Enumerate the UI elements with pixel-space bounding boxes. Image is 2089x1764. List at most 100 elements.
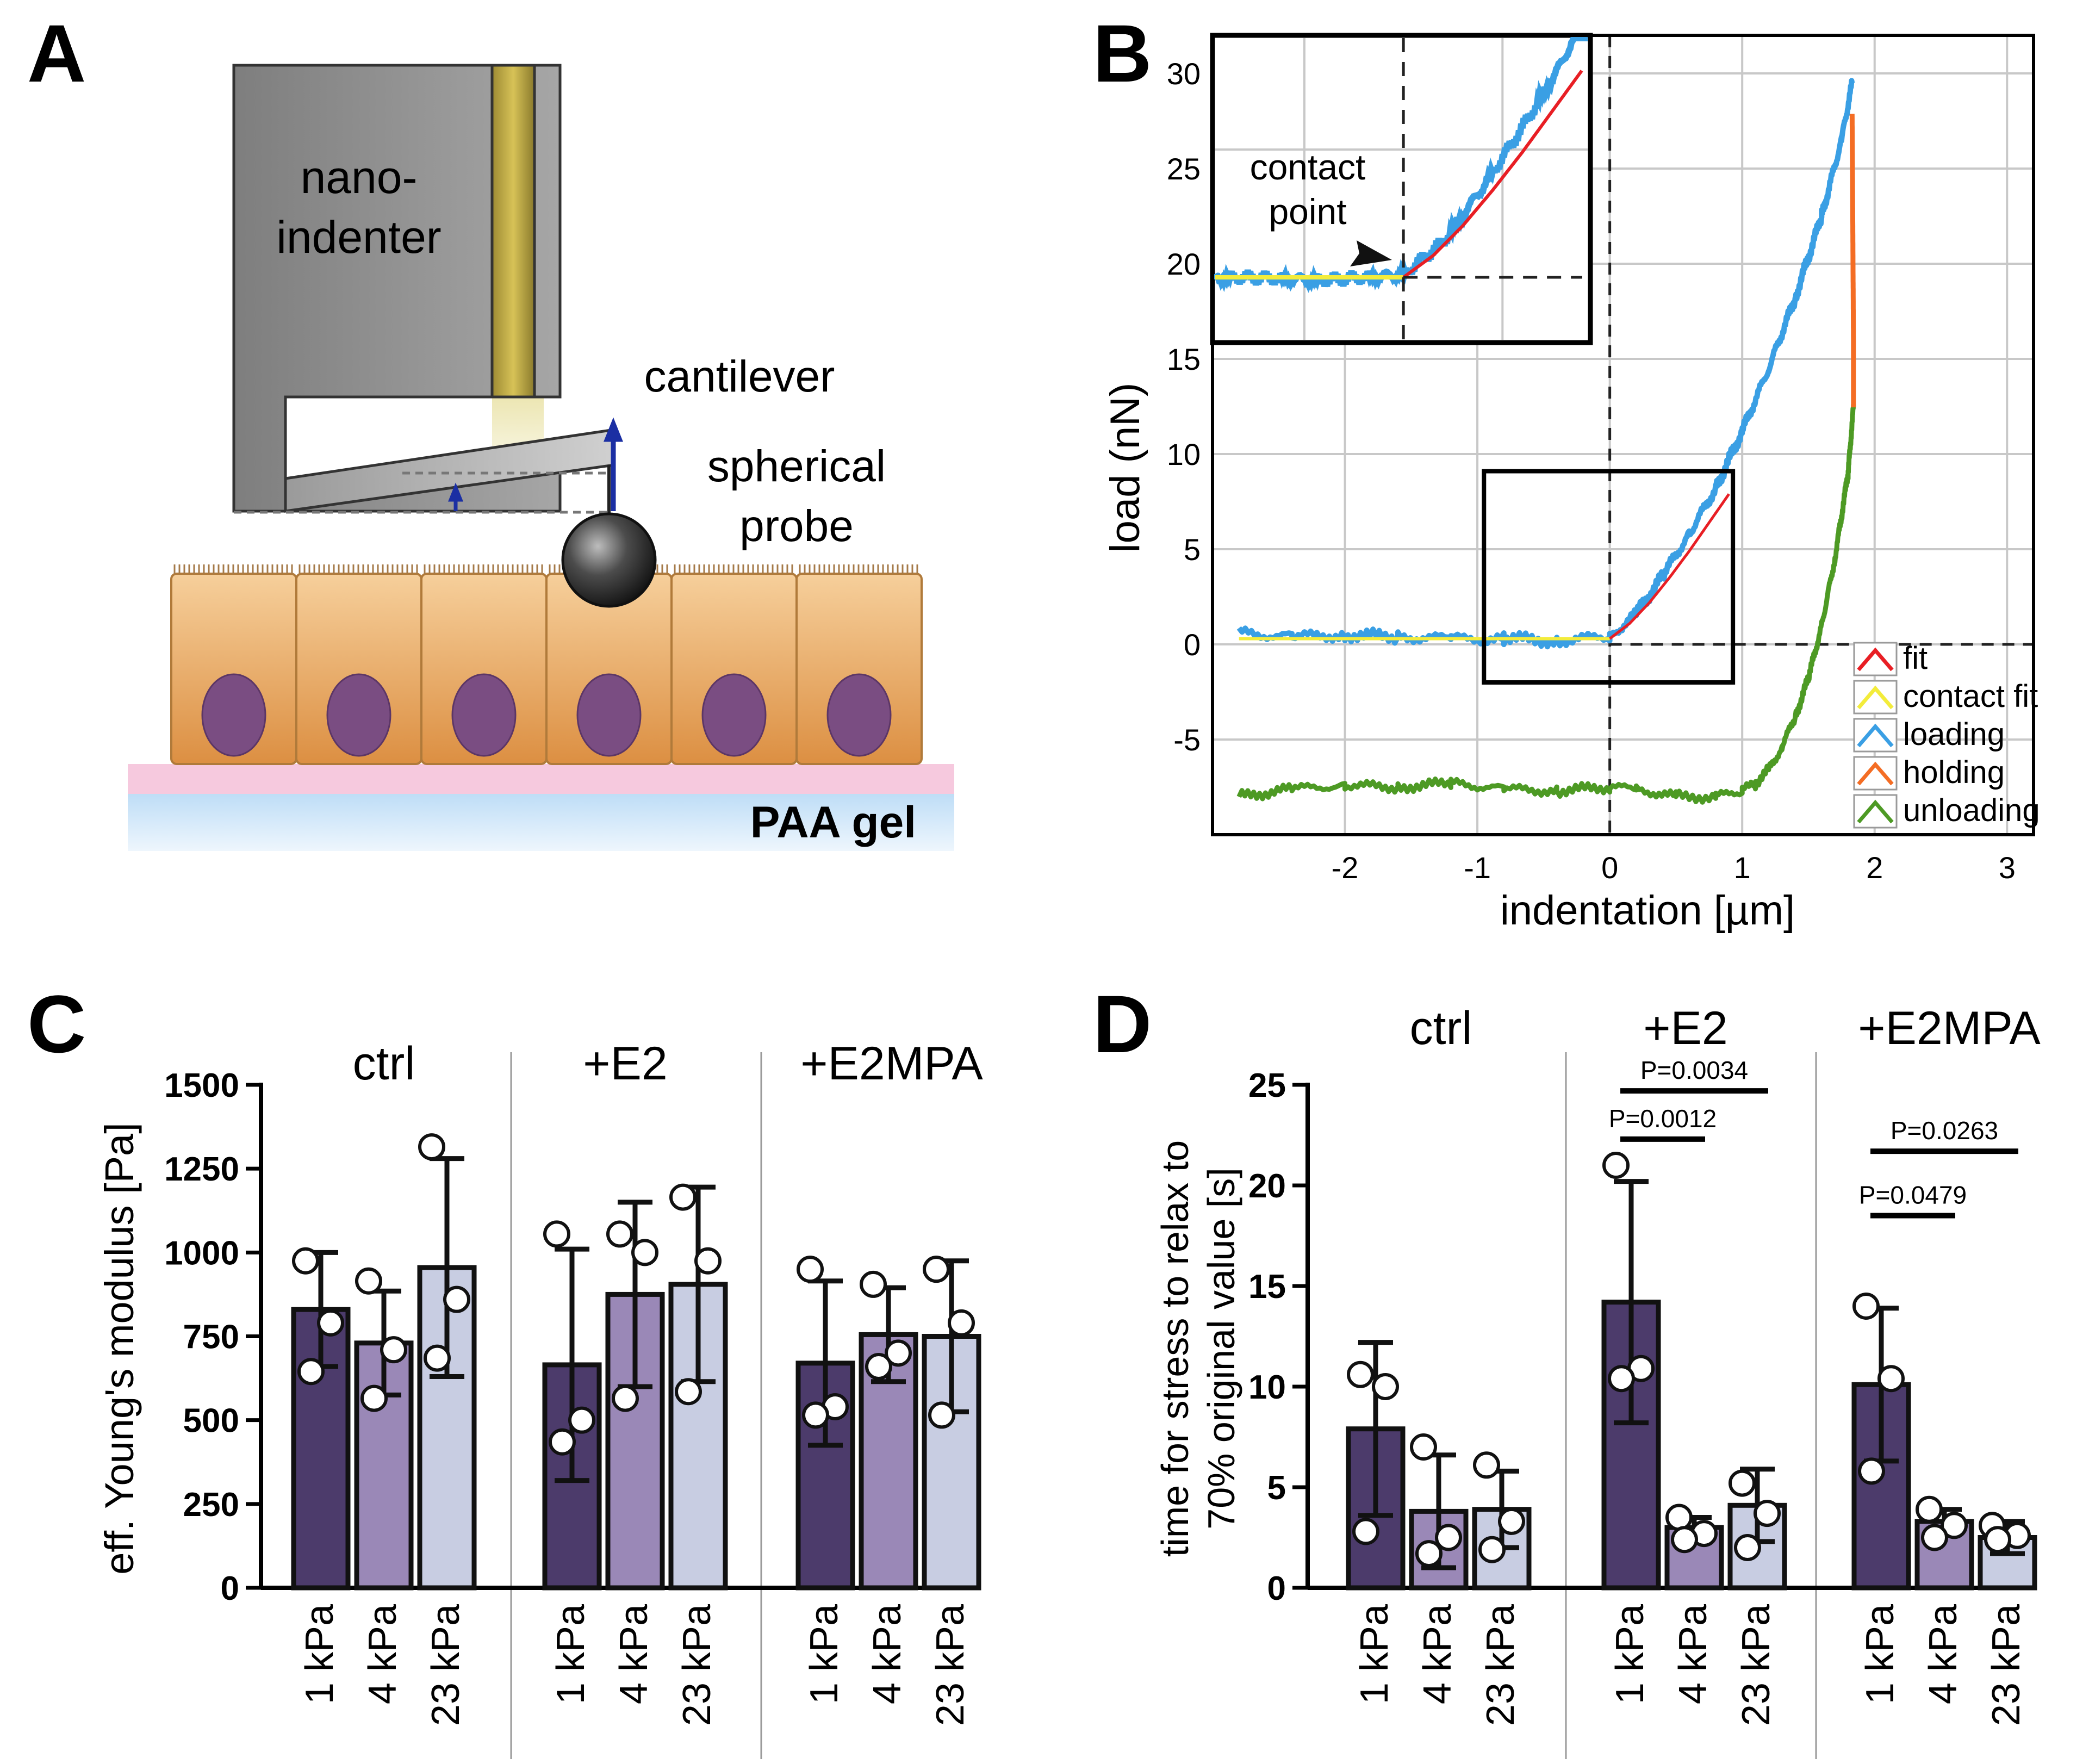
gel-layer [128, 791, 954, 851]
series-holding [1849, 114, 1856, 408]
data-point [297, 1358, 325, 1386]
legend-label: unloading [1903, 793, 2040, 828]
data-point [1410, 1433, 1437, 1461]
y-tick-label: 5 [1267, 1469, 1286, 1507]
legend-label: fit [1903, 641, 1928, 676]
data-point [885, 1339, 912, 1367]
d-y-axis-label-2: 70% original value [s] [1200, 1167, 1242, 1529]
data-point [948, 1309, 975, 1337]
y-tick-label: 30 [1167, 57, 1201, 91]
y-tick-label: 0 [1184, 628, 1201, 662]
group-title: ctrl [1410, 1002, 1472, 1054]
data-point [317, 1309, 344, 1337]
ecm-layer [128, 764, 954, 794]
category-label: 1 kPa [803, 1604, 846, 1704]
category-label: 1 kPa [549, 1604, 593, 1704]
legend-marker [1857, 685, 1894, 710]
data-point [1754, 1500, 1781, 1527]
category-label: 1 kPa [1858, 1604, 1902, 1704]
inset-frame [1210, 33, 1593, 345]
category-label: 4 kPa [361, 1604, 405, 1704]
data-point [928, 1401, 955, 1429]
data-point [860, 1270, 887, 1298]
category-label: 23 kPa [1479, 1604, 1522, 1726]
x-tick-label: 3 [1999, 850, 2016, 885]
significance-label: P=0.0479 [1859, 1181, 1967, 1209]
data-point [1602, 1152, 1630, 1179]
probe-label-1: spherical [707, 442, 886, 491]
series-unloading [1236, 404, 1856, 805]
category-label: 23 kPa [675, 1604, 719, 1726]
legend-marker [1857, 723, 1894, 748]
cell-nucleus [451, 673, 517, 757]
d-y-axis-label-1: time for stress to relax to [1154, 1140, 1196, 1557]
data-point [1415, 1540, 1443, 1568]
cantilever-label: cantilever [644, 352, 835, 401]
microvilli [173, 564, 293, 574]
data-point [1478, 1536, 1506, 1563]
data-point [360, 1384, 388, 1412]
inset-content [1212, 35, 1588, 340]
significance-label: P=0.0034 [1640, 1056, 1748, 1084]
x-axis-label: indentation [µm] [1500, 887, 1795, 934]
data-point [1473, 1451, 1500, 1479]
legend-marker [1857, 647, 1894, 672]
category-label: 23 kPa [929, 1604, 972, 1726]
group-title: +E2MPA [1858, 1002, 2041, 1054]
c-y-axis-label: eff. Young's modulus [Pa] [97, 1122, 142, 1575]
y-tick-label: 15 [1248, 1268, 1286, 1306]
legend-swatch [1853, 642, 1898, 676]
inset-loading [1212, 35, 1588, 293]
y-tick-label: 20 [1248, 1167, 1286, 1205]
reference-lines [1608, 35, 2034, 835]
data-point [549, 1428, 576, 1456]
data-point [1734, 1534, 1761, 1561]
schematic-panel: PAA gel nano- indenter cantilever spheri… [128, 64, 954, 851]
plot-frame [1211, 34, 2035, 836]
legend-swatch [1853, 756, 1898, 791]
data-point [1984, 1526, 2011, 1554]
nanoindenter-label-1: nano- [301, 152, 418, 203]
legend-marker [1857, 761, 1894, 786]
cell-nucleus [701, 673, 767, 757]
data-point [443, 1285, 470, 1313]
x-tick-label: 0 [1601, 850, 1618, 885]
data-point [675, 1378, 702, 1406]
axis-ticks: -2 -1 0 1 2 3 30 25 20 15 10 5 0 -5 [1167, 57, 2016, 885]
y-tick-label: 250 [183, 1486, 239, 1524]
cell-layer [170, 564, 923, 765]
microvilli [674, 564, 793, 574]
microvilli [299, 564, 418, 574]
cell-nucleus [826, 673, 892, 757]
x-tick-label: -1 [1464, 850, 1491, 885]
y-tick-label: 0 [1267, 1570, 1286, 1607]
category-label: 1 kPa [1608, 1604, 1652, 1704]
data-point [802, 1401, 829, 1429]
data-point [568, 1406, 595, 1434]
data-point [1608, 1365, 1635, 1393]
legend-label: holding [1903, 755, 2005, 790]
inset-fit [1402, 70, 1583, 279]
legend-label: contact fit [1903, 679, 2038, 714]
data-point [1352, 1518, 1379, 1545]
series-lines [1236, 78, 1856, 805]
category-label: 4 kPa [1416, 1604, 1459, 1704]
data-point [1665, 1504, 1693, 1531]
gel-label: PAA gel [750, 798, 916, 847]
optical-fiber [490, 64, 536, 399]
data-point [1921, 1524, 1948, 1551]
y-tick-label: 1250 [164, 1151, 239, 1188]
category-label: 1 kPa [1353, 1604, 1396, 1704]
y-tick-label: 10 [1248, 1369, 1286, 1406]
cell-nucleus [576, 673, 642, 757]
nanoindenter-label-2: indenter [276, 212, 442, 263]
data-point [606, 1220, 633, 1248]
data-point [1729, 1469, 1756, 1497]
data-point [543, 1220, 570, 1248]
data-point [292, 1247, 319, 1275]
cell-nucleus [201, 673, 266, 757]
data-point [631, 1239, 658, 1266]
probe-label-2: probe [739, 501, 854, 551]
